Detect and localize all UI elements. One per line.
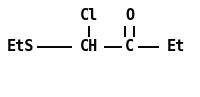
Text: C: C — [124, 39, 134, 54]
Text: CH: CH — [80, 39, 98, 54]
Text: EtS: EtS — [6, 39, 34, 54]
Text: Et: Et — [166, 39, 184, 54]
Text: Cl: Cl — [80, 8, 98, 23]
Text: O: O — [124, 8, 134, 23]
